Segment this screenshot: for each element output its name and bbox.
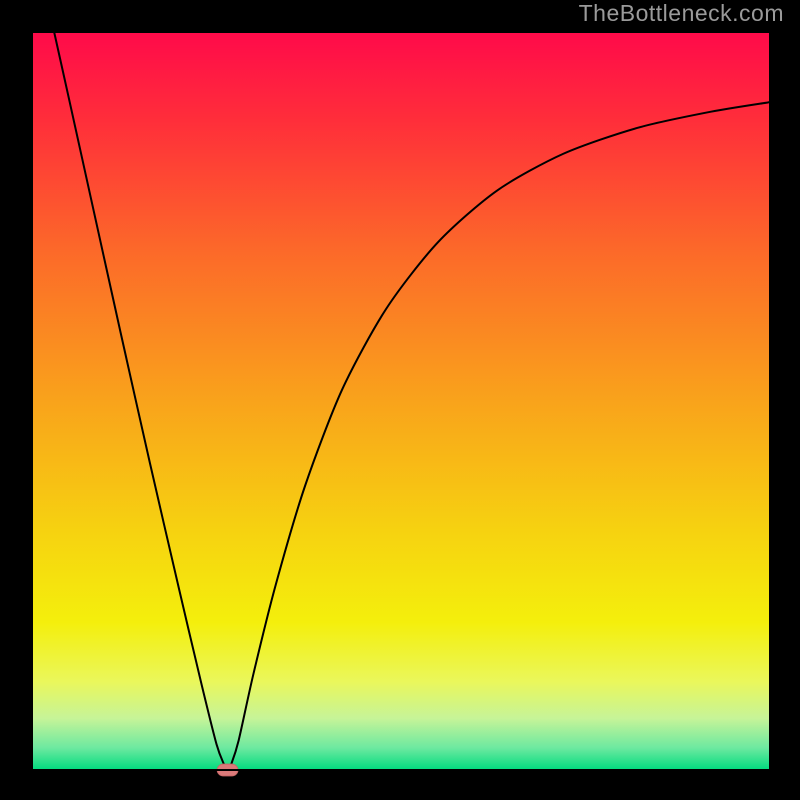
chart-container: TheBottleneck.com [0,0,800,800]
bottleneck-chart [0,0,800,800]
chart-background [32,32,770,770]
watermark-text: TheBottleneck.com [579,0,784,27]
